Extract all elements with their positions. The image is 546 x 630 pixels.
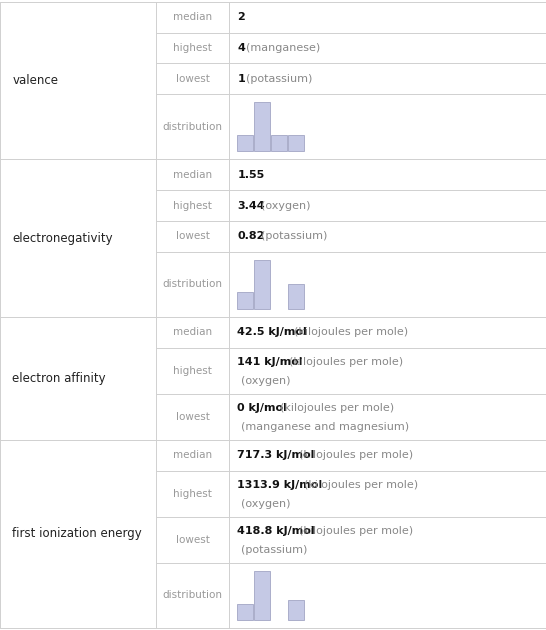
Bar xyxy=(229,94,546,159)
Bar xyxy=(229,471,546,517)
Bar xyxy=(156,190,229,221)
Bar xyxy=(156,348,229,394)
Bar xyxy=(229,64,546,94)
Bar xyxy=(0,159,156,317)
Bar xyxy=(288,135,304,151)
Bar xyxy=(156,563,229,628)
Bar xyxy=(229,440,546,471)
Bar xyxy=(254,102,270,151)
Bar xyxy=(271,135,287,151)
Bar xyxy=(156,94,229,159)
Text: median: median xyxy=(173,450,212,460)
Text: 1: 1 xyxy=(238,74,245,84)
Bar xyxy=(156,2,229,33)
Bar xyxy=(238,604,253,620)
Bar xyxy=(156,64,229,94)
Text: 4: 4 xyxy=(238,43,245,53)
Bar xyxy=(156,317,229,348)
Text: 42.5 kJ/mol: 42.5 kJ/mol xyxy=(238,327,307,337)
Bar xyxy=(229,159,546,190)
Text: (kilojoules per mole): (kilojoules per mole) xyxy=(304,480,418,490)
Text: 1313.9 kJ/mol: 1313.9 kJ/mol xyxy=(238,480,323,490)
Text: distribution: distribution xyxy=(163,590,222,600)
Text: (kilojoules per mole): (kilojoules per mole) xyxy=(299,450,413,460)
Text: (kilojoules per mole): (kilojoules per mole) xyxy=(294,327,408,337)
Text: (oxygen): (oxygen) xyxy=(260,200,310,210)
Text: 1.55: 1.55 xyxy=(238,170,265,180)
Bar xyxy=(156,471,229,517)
Bar xyxy=(229,394,546,440)
Text: lowest: lowest xyxy=(175,535,210,545)
Text: highest: highest xyxy=(173,489,212,498)
Text: valence: valence xyxy=(13,74,58,87)
Text: 0 kJ/mol: 0 kJ/mol xyxy=(238,403,287,413)
Text: 418.8 kJ/mol: 418.8 kJ/mol xyxy=(238,527,315,536)
Text: 3.44: 3.44 xyxy=(238,200,265,210)
Bar xyxy=(229,33,546,64)
Text: lowest: lowest xyxy=(175,231,210,241)
Text: highest: highest xyxy=(173,200,212,210)
Text: highest: highest xyxy=(173,365,212,375)
Text: median: median xyxy=(173,170,212,180)
Bar xyxy=(254,260,270,309)
Text: (kilojoules per mole): (kilojoules per mole) xyxy=(280,403,394,413)
Text: 717.3 kJ/mol: 717.3 kJ/mol xyxy=(238,450,314,460)
Text: first ionization energy: first ionization energy xyxy=(13,527,142,541)
Text: 0.82: 0.82 xyxy=(238,231,265,241)
Bar xyxy=(229,563,546,628)
Bar xyxy=(156,159,229,190)
Bar xyxy=(229,317,546,348)
Text: distribution: distribution xyxy=(163,122,222,132)
Text: median: median xyxy=(173,327,212,337)
Bar xyxy=(229,251,546,317)
Bar xyxy=(0,2,156,159)
Text: distribution: distribution xyxy=(163,279,222,289)
Text: lowest: lowest xyxy=(175,74,210,84)
Bar xyxy=(254,571,270,620)
Bar xyxy=(229,2,546,33)
Text: 2: 2 xyxy=(238,13,245,22)
Bar xyxy=(229,190,546,221)
Text: (oxygen): (oxygen) xyxy=(241,376,291,386)
Text: (potassium): (potassium) xyxy=(246,74,312,84)
Text: 141 kJ/mol: 141 kJ/mol xyxy=(238,357,303,367)
Bar xyxy=(229,517,546,563)
Text: (kilojoules per mole): (kilojoules per mole) xyxy=(289,357,403,367)
Text: highest: highest xyxy=(173,43,212,53)
Bar xyxy=(156,394,229,440)
Text: electron affinity: electron affinity xyxy=(13,372,106,385)
Text: lowest: lowest xyxy=(175,412,210,421)
Text: (kilojoules per mole): (kilojoules per mole) xyxy=(299,527,413,536)
Text: (manganese and magnesium): (manganese and magnesium) xyxy=(241,422,410,432)
Bar xyxy=(156,33,229,64)
Text: (potassium): (potassium) xyxy=(260,231,327,241)
Text: electronegativity: electronegativity xyxy=(13,232,113,244)
Text: (manganese): (manganese) xyxy=(246,43,321,53)
Bar xyxy=(156,251,229,317)
Bar xyxy=(156,517,229,563)
Bar xyxy=(238,135,253,151)
Bar xyxy=(288,600,304,620)
Bar xyxy=(0,317,156,440)
Bar xyxy=(288,284,304,309)
Bar xyxy=(229,348,546,394)
Text: median: median xyxy=(173,13,212,22)
Bar xyxy=(238,292,253,309)
Bar xyxy=(156,221,229,251)
Bar xyxy=(229,221,546,251)
Bar xyxy=(0,440,156,628)
Text: (oxygen): (oxygen) xyxy=(241,499,291,508)
Text: (potassium): (potassium) xyxy=(241,545,308,555)
Bar xyxy=(156,440,229,471)
